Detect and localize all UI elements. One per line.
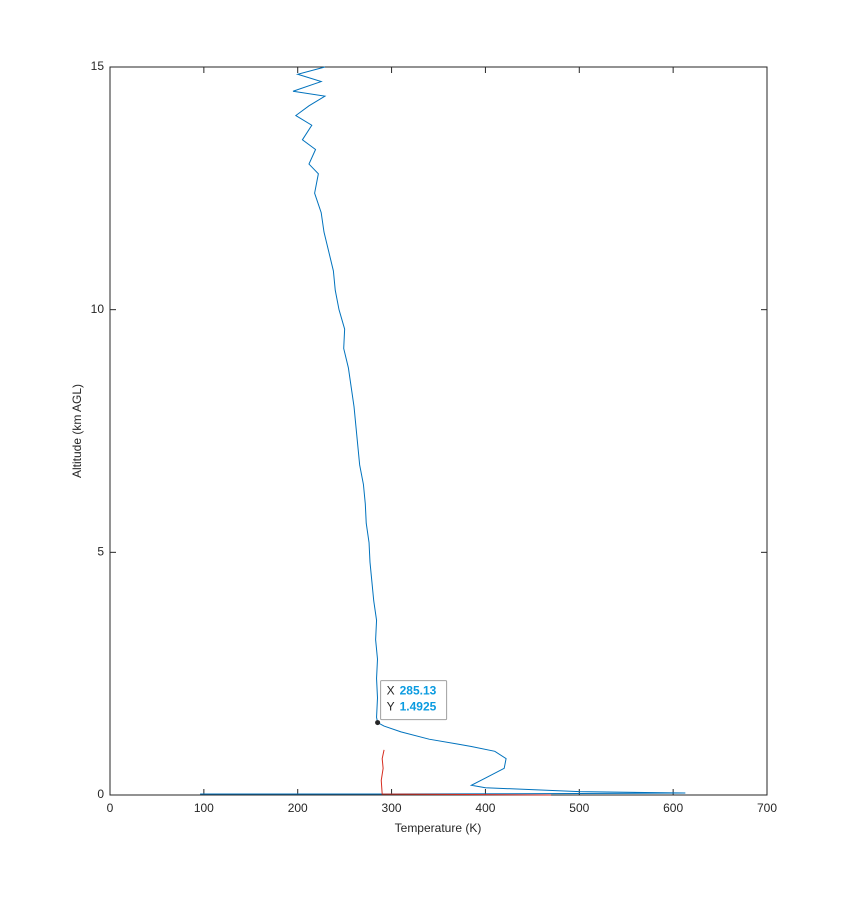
x-tick-label: 100: [194, 801, 214, 815]
y-tick-label: 5: [97, 545, 104, 559]
y-tick-label: 0: [97, 787, 104, 801]
plot-area: [109, 66, 768, 796]
x-axis-label: Temperature (K): [395, 821, 482, 835]
datatip-x-label: X: [387, 684, 395, 698]
datatip-y-value: 1.4925: [400, 700, 437, 714]
y-tick-label: 15: [91, 59, 105, 73]
x-tick-label: 500: [569, 801, 589, 815]
datatip-marker: [375, 720, 381, 726]
datatip-x-value: 285.13: [400, 684, 437, 698]
x-tick-label: 700: [757, 801, 777, 815]
y-tick-label: 10: [91, 302, 105, 316]
datatip-box: [380, 680, 448, 721]
x-tick-label: 300: [382, 801, 402, 815]
datatip-y-label: Y: [387, 700, 395, 714]
x-tick-label: 200: [288, 801, 308, 815]
x-tick-label: 400: [475, 801, 495, 815]
y-axis-label: Altitude (km AGL): [70, 384, 84, 478]
x-tick-label: 600: [663, 801, 683, 815]
data-line: [200, 66, 686, 795]
data-line: [380, 749, 552, 796]
x-tick-label: 0: [107, 801, 114, 815]
